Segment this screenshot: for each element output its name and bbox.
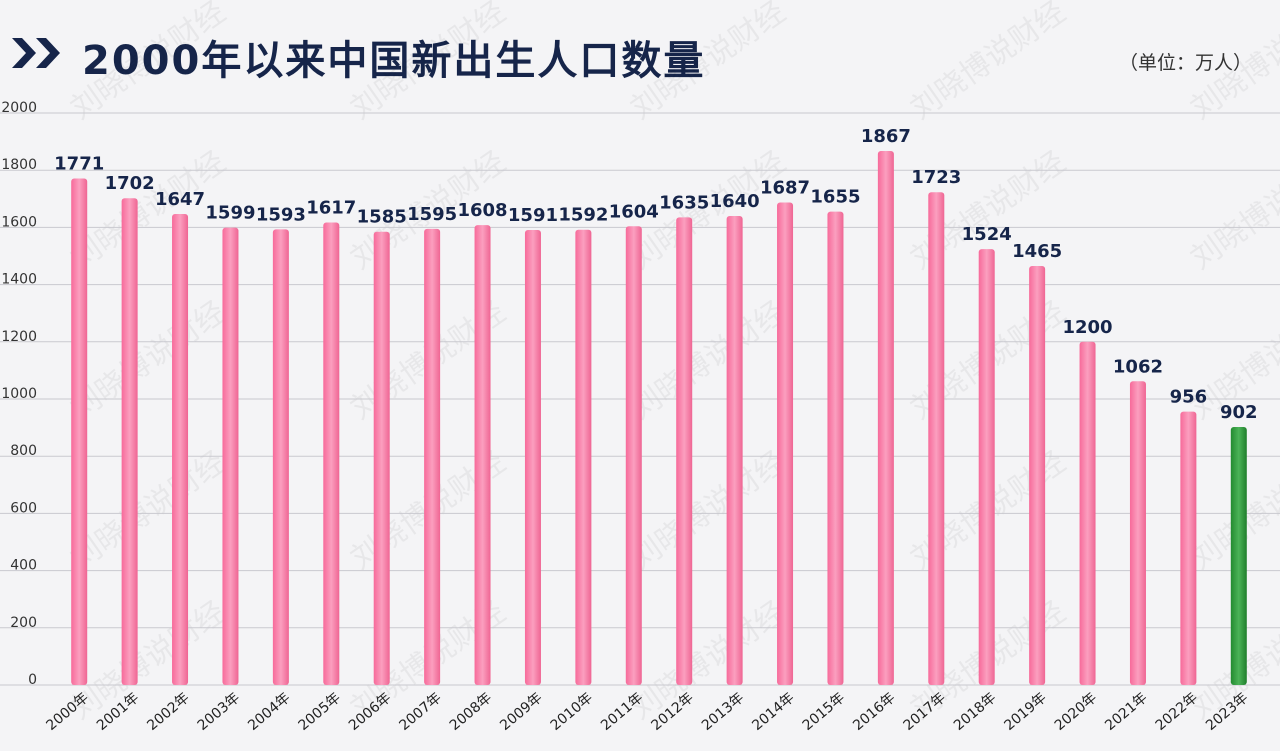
bar-2018年 [978,249,995,686]
unit-label: （单位：万人） [1118,52,1252,74]
bar-2008年 [474,225,491,685]
bar-2023年 [1230,427,1247,685]
watermark-text: 刘晓博说财经 [65,295,233,427]
bar-2015年 [827,211,844,686]
x-tick-label: 2020年 [1052,690,1100,734]
data-label: 1604 [609,201,659,222]
x-tick-label: 2019年 [1001,690,1049,734]
chart-title: 2000年以来中国新出生人口数量 [82,38,706,84]
data-label: 1062 [1113,356,1163,377]
y-axis: 0 200 400 600 800 1000 1200 1400 1600 1800 2000 [1,100,37,688]
data-label: 1524 [962,224,1012,245]
y-tick-label: 400 [10,558,37,574]
watermark-text: 刘晓博说财经 [1185,145,1280,277]
watermark-text: 刘晓博说财经 [65,0,233,127]
watermark-text: 刘晓博说财经 [625,0,793,127]
x-tick-label: 2014年 [749,690,797,734]
bar-2011年 [625,226,642,686]
watermark-text: 刘晓博说财经 [65,595,233,727]
watermark-text: 刘晓博说财经 [625,295,793,427]
x-tick-label: 2003年 [195,690,243,734]
bar-2000年 [71,178,88,685]
x-tick-label: 2008年 [447,690,495,734]
x-tick-label: 2015年 [800,690,848,734]
y-tick-label: 0 [28,672,37,688]
data-label: 1585 [357,207,407,228]
data-label: 1867 [861,126,911,147]
bar-2014年 [777,202,794,685]
data-label: 1655 [810,187,860,208]
y-tick-label: 2000 [1,100,37,116]
watermark-text: 刘晓博说财经 [345,0,513,127]
bar-2022年 [1180,411,1197,685]
x-tick-label: 2002年 [144,690,192,734]
data-label: 902 [1220,402,1258,423]
bar-2009年 [524,229,541,685]
data-label: 1200 [1062,317,1112,338]
bar-2006年 [373,231,390,685]
x-tick-label: 2021年 [1102,690,1150,734]
y-tick-label: 1200 [1,329,37,345]
data-label: 1595 [407,204,457,225]
data-label: 1771 [54,153,104,174]
bar-2001年 [121,198,138,685]
watermark-text: 刘晓博说财经 [905,0,1073,127]
y-tick-label: 600 [10,500,37,516]
data-label: 1593 [256,204,306,225]
data-label: 1635 [659,192,709,213]
y-tick-label: 1400 [1,272,37,288]
bar-2013年 [726,215,743,685]
x-tick-label: 2013年 [699,690,747,734]
data-label: 1723 [911,167,961,188]
y-tick-label: 1600 [1,214,37,230]
x-tick-label: 2004年 [245,690,293,734]
data-label: 956 [1170,387,1208,408]
data-label: 1608 [457,200,507,221]
bar-2012年 [676,217,693,685]
data-label: 1687 [760,178,810,199]
bar-2002年 [172,213,189,685]
bar-2020年 [1079,341,1096,685]
data-label: 1617 [306,198,356,219]
y-tick-label: 1000 [1,386,37,402]
data-label: 1591 [508,205,558,226]
data-label: 1465 [1012,241,1062,262]
watermark-text: 刘晓博说财经 [65,445,233,577]
bar-2016年 [877,151,894,686]
watermark-text: 刘晓博说财经 [1185,0,1280,127]
bar-2007年 [424,228,441,685]
y-tick-label: 1800 [1,157,37,173]
x-tick-label: 2005年 [296,690,344,734]
bar-2003年 [222,227,239,685]
x-tick-label: 2009年 [497,690,545,734]
y-tick-label: 200 [10,615,37,631]
bar-2004年 [272,229,289,686]
data-label: 1647 [155,189,205,210]
data-label: 1640 [710,191,760,212]
bars [71,151,1247,686]
watermark-text: 刘晓博说财经 [625,445,793,577]
x-tick-label: 2016年 [850,690,898,734]
data-label: 1702 [105,173,155,194]
data-label: 1599 [205,203,255,224]
bar-2019年 [1029,266,1046,685]
bar-2021年 [1129,381,1146,685]
data-label: 1592 [558,205,608,226]
double-chevron-icon [12,38,60,68]
y-tick-label: 800 [10,443,37,459]
x-tick-label: 2010年 [548,690,596,734]
bar-2005年 [323,222,340,685]
bar-2017年 [928,192,945,686]
bar-2010年 [575,229,592,686]
chart-header: 2000年以来中国新出生人口数量 （单位：万人） [0,0,1280,100]
